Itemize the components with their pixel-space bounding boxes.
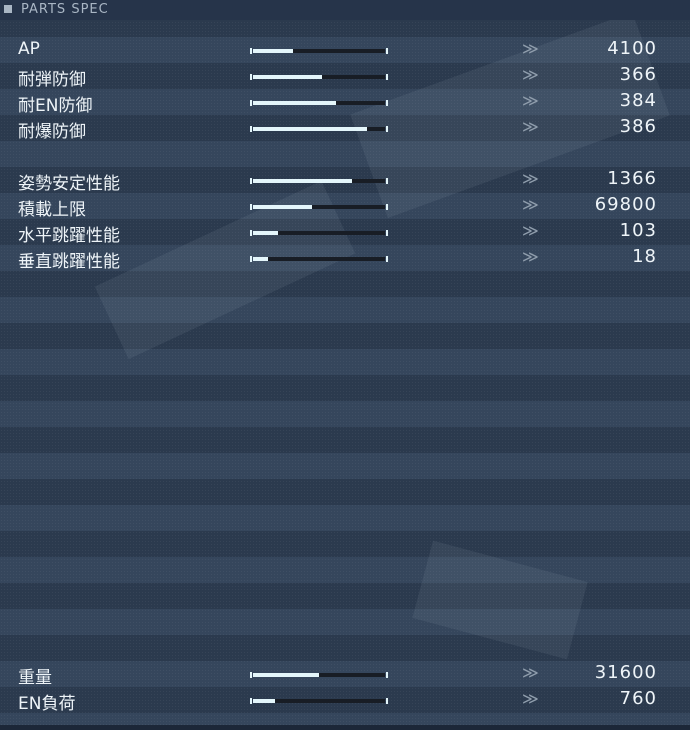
- spec-row: EN負荷 ≫ 760: [0, 687, 690, 714]
- spec-bar: [250, 48, 388, 54]
- spec-bar: [250, 672, 388, 678]
- bar-fill: [253, 179, 352, 183]
- bar-tick-left: [250, 230, 252, 236]
- spec-value: 386: [619, 116, 657, 137]
- bar-fill: [253, 101, 337, 105]
- bar-fill: [253, 75, 322, 79]
- spec-row: 耐EN防御 ≫ 384: [0, 89, 690, 116]
- bar-fill: [253, 699, 276, 703]
- spec-bar: [250, 126, 388, 132]
- spec-label: 水平跳躍性能: [18, 226, 120, 246]
- spec-label: 耐爆防御: [18, 122, 86, 142]
- bar-tick-right: [386, 204, 388, 210]
- bar-track: [253, 179, 385, 183]
- spec-value: 69800: [594, 194, 657, 215]
- bar-tick-left: [250, 126, 252, 132]
- spec-row: 耐弾防御 ≫ 366: [0, 63, 690, 90]
- spec-label: 姿勢安定性能: [18, 174, 120, 194]
- bar-track: [253, 75, 385, 79]
- double-chevron-right-icon: ≫: [522, 247, 539, 266]
- spec-row: 耐爆防御 ≫ 386: [0, 115, 690, 142]
- double-chevron-right-icon: ≫: [522, 689, 539, 708]
- bar-track: [253, 231, 385, 235]
- spec-bar: [250, 178, 388, 184]
- bar-tick-left: [250, 74, 252, 80]
- double-chevron-right-icon: ≫: [522, 221, 539, 240]
- bar-tick-right: [386, 74, 388, 80]
- bar-track: [253, 699, 385, 703]
- spec-row: 積載上限 ≫ 69800: [0, 193, 690, 220]
- spec-value: 4100: [607, 38, 657, 59]
- bar-fill: [253, 49, 293, 53]
- bar-fill: [253, 257, 268, 261]
- bar-tick-right: [386, 230, 388, 236]
- bar-tick-left: [250, 204, 252, 210]
- bottom-edge: [0, 725, 690, 730]
- spec-value: 18: [632, 246, 657, 267]
- spec-value: 31600: [594, 662, 657, 683]
- bar-track: [253, 205, 385, 209]
- bar-tick-right: [386, 126, 388, 132]
- bar-tick-left: [250, 698, 252, 704]
- spec-row: 重量 ≫ 31600: [0, 661, 690, 688]
- spec-label: 垂直跳躍性能: [18, 252, 120, 272]
- spec-row: AP ≫ 4100: [0, 37, 690, 63]
- spec-row: 水平跳躍性能 ≫ 103: [0, 219, 690, 246]
- bar-tick-right: [386, 178, 388, 184]
- bar-tick-right: [386, 48, 388, 54]
- bar-track: [253, 49, 385, 53]
- spec-label: EN負荷: [18, 694, 76, 714]
- double-chevron-right-icon: ≫: [522, 195, 539, 214]
- section-title: PARTS SPEC: [21, 2, 109, 17]
- bar-fill: [253, 673, 319, 677]
- bar-tick-left: [250, 256, 252, 262]
- double-chevron-right-icon: ≫: [522, 169, 539, 188]
- spec-bar: [250, 230, 388, 236]
- spec-label: 積載上限: [18, 200, 86, 220]
- bar-track: [253, 257, 385, 261]
- section-header: PARTS SPEC: [0, 0, 690, 20]
- bar-tick-left: [250, 48, 252, 54]
- spec-value: 366: [619, 64, 657, 85]
- double-chevron-right-icon: ≫: [522, 65, 539, 84]
- spec-bar: [250, 100, 388, 106]
- bar-tick-right: [386, 256, 388, 262]
- double-chevron-right-icon: ≫: [522, 117, 539, 136]
- spec-bar: [250, 698, 388, 704]
- bar-track: [253, 673, 385, 677]
- bar-tick-right: [386, 698, 388, 704]
- spec-bar: [250, 74, 388, 80]
- bar-tick-right: [386, 672, 388, 678]
- spec-value: 760: [619, 688, 657, 709]
- square-bullet-icon: [4, 5, 12, 13]
- bar-fill: [253, 205, 313, 209]
- spec-label: 耐弾防御: [18, 70, 86, 90]
- bar-tick-left: [250, 672, 252, 678]
- spec-bar: [250, 204, 388, 210]
- spec-bar: [250, 256, 388, 262]
- spec-value: 103: [619, 220, 657, 241]
- bar-tick-left: [250, 178, 252, 184]
- double-chevron-right-icon: ≫: [522, 663, 539, 682]
- spec-row: 垂直跳躍性能 ≫ 18: [0, 245, 690, 272]
- bar-tick-right: [386, 100, 388, 106]
- spec-value: 1366: [607, 168, 657, 189]
- spec-label: AP: [18, 39, 40, 59]
- spec-value: 384: [619, 90, 657, 111]
- bar-fill: [253, 127, 367, 131]
- spec-row: 姿勢安定性能 ≫ 1366: [0, 167, 690, 194]
- bar-track: [253, 101, 385, 105]
- bar-tick-left: [250, 100, 252, 106]
- spec-label: 重量: [18, 668, 52, 688]
- bar-track: [253, 127, 385, 131]
- bar-fill: [253, 231, 279, 235]
- spec-label: 耐EN防御: [18, 96, 93, 116]
- double-chevron-right-icon: ≫: [522, 91, 539, 110]
- double-chevron-right-icon: ≫: [522, 39, 539, 58]
